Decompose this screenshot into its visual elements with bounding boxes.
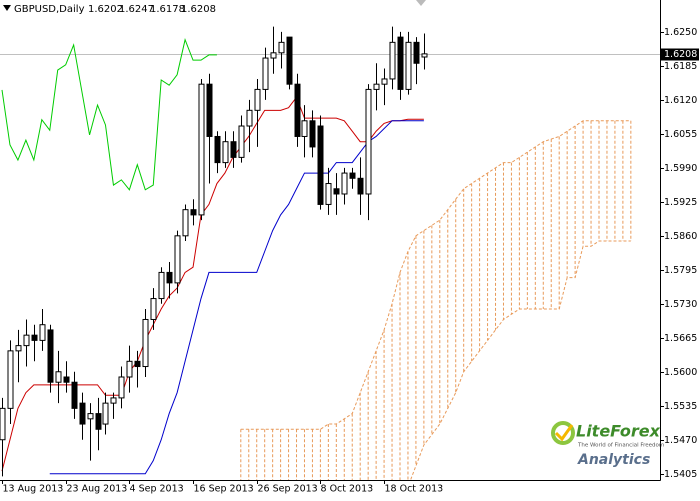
- candle-body: [166, 271, 173, 284]
- candle-body: [262, 57, 269, 90]
- ohlc-high: 1.6247: [119, 4, 154, 15]
- logo: LiteForex The World of Financial Freedom…: [548, 413, 664, 473]
- price-label-box: [661, 48, 699, 61]
- candle-body: [95, 413, 102, 430]
- candle-body: [150, 298, 157, 320]
- y-tick-label: 1.5665: [664, 333, 697, 344]
- candle-body: [222, 141, 229, 164]
- candle-body: [286, 36, 293, 85]
- candle-body: [126, 360, 133, 378]
- y-tick-label: 1.5730: [664, 299, 697, 310]
- candle-body: [190, 209, 197, 216]
- candle-body: [206, 83, 213, 137]
- y-tick-label: 1.6250: [664, 27, 697, 38]
- candle-body: [341, 172, 348, 195]
- x-tick-label: 16 Sep 2013: [194, 484, 254, 495]
- logo-product: Analytics: [577, 452, 650, 468]
- candle-body: [182, 209, 189, 237]
- candle-body: [270, 52, 277, 59]
- candle-body: [294, 83, 301, 137]
- candle-body: [405, 41, 412, 90]
- menu-marker[interactable]: [3, 5, 11, 11]
- candle-body: [15, 345, 22, 352]
- y-tick-label: 1.6185: [664, 61, 697, 72]
- candle-body: [71, 381, 78, 409]
- y-tick-label: 1.5925: [664, 197, 697, 208]
- candle-body: [23, 334, 30, 347]
- candle-body: [55, 371, 62, 383]
- y-tick-label: 1.6120: [664, 95, 697, 106]
- candle-body: [254, 88, 261, 111]
- y-tick-label: 1.5405: [664, 469, 697, 480]
- candle-body: [79, 402, 86, 425]
- candle-body: [142, 318, 149, 368]
- candle-body: [325, 183, 332, 205]
- candle-body: [198, 83, 205, 216]
- candle-body: [421, 53, 428, 58]
- indicator-line: [49, 120, 424, 475]
- candle-body: [214, 135, 221, 164]
- candle-body: [238, 125, 245, 158]
- candle-body: [397, 36, 404, 90]
- ohlc-open: 1.6202: [88, 4, 123, 15]
- candle-body: [349, 172, 356, 179]
- candle-body: [110, 397, 117, 404]
- x-tick-label: 23 Aug 2013: [67, 484, 128, 495]
- candle-body: [381, 78, 388, 85]
- x-tick-label: 4 Sep 2013: [130, 484, 184, 495]
- y-tick-label: 1.5470: [664, 435, 697, 446]
- candle-body: [134, 360, 141, 368]
- logo-slogan: The World of Financial Freedom: [577, 443, 664, 449]
- candle-body: [413, 41, 420, 64]
- ohlc-low: 1.6178: [150, 4, 185, 15]
- cloud-edge: [240, 120, 631, 430]
- candle-body: [63, 376, 70, 383]
- candle-body: [333, 188, 340, 195]
- logo-name: LiteForex: [576, 422, 661, 441]
- candle-body: [389, 41, 396, 80]
- candle-body: [7, 350, 14, 409]
- candle-body: [87, 413, 94, 420]
- chart-title: GBPUSD,Daily: [14, 4, 85, 15]
- candle-body: [102, 402, 109, 425]
- y-tick-label: 1.5860: [664, 231, 697, 242]
- candle-body: [301, 120, 308, 137]
- candle-body: [317, 125, 324, 205]
- y-tick-label: 1.6055: [664, 129, 697, 140]
- candle-body: [246, 109, 253, 127]
- shift-marker: [416, 0, 426, 6]
- candle-body: [174, 235, 181, 284]
- candle-body: [0, 407, 6, 441]
- candle-body: [47, 329, 54, 383]
- ohlc-close: 1.6208: [181, 4, 216, 15]
- logo-check: [554, 424, 574, 442]
- logo-icon: [551, 421, 575, 445]
- x-tick-label: 13 Aug 2013: [3, 484, 64, 495]
- candle-body: [39, 324, 46, 341]
- candle-body: [357, 177, 364, 195]
- x-tick-label: 26 Sep 2013: [258, 484, 318, 495]
- plot-area: [0, 26, 660, 480]
- cloud-edge: [410, 240, 631, 480]
- candle-body: [309, 120, 316, 148]
- candle-body: [31, 334, 38, 341]
- x-tick-label: 8 Oct 2013: [321, 484, 374, 495]
- indicator-line: [1, 38, 217, 191]
- y-tick-label: 1.5535: [664, 401, 697, 412]
- price-label: 1.6208: [664, 49, 697, 60]
- candle-body: [373, 83, 380, 90]
- y-tick-label: 1.5600: [664, 367, 697, 378]
- y-tick-label: 1.5990: [664, 163, 697, 174]
- y-tick-label: 1.5795: [664, 265, 697, 276]
- x-tick-label: 18 Oct 2013: [385, 484, 444, 495]
- candle-body: [230, 141, 237, 158]
- candle-body: [158, 271, 165, 300]
- candle-body: [278, 41, 285, 54]
- candle-body: [365, 88, 372, 195]
- candle-body: [118, 376, 125, 399]
